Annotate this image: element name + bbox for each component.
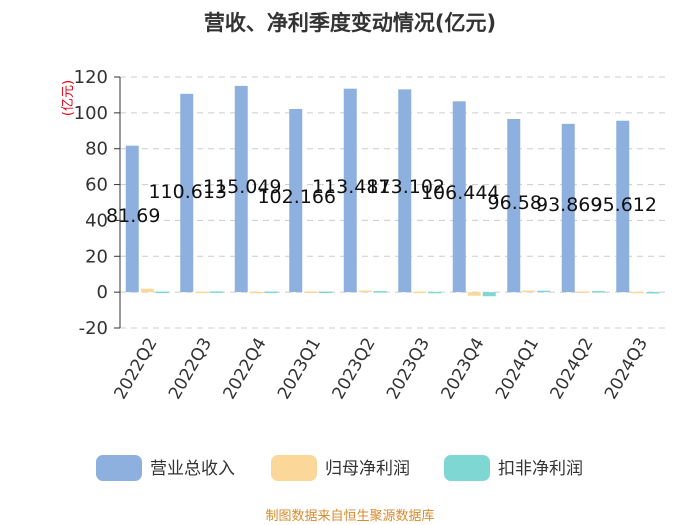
bar-营业总收入-2022Q2 [125,145,139,293]
data-label: 95.612 [591,194,657,216]
legend-label: 归母净利润 [325,459,410,479]
data-label: 113.487 [312,176,391,198]
bar-营业总收入-2023Q2 [343,88,357,293]
data-label: 115.049 [203,176,282,198]
data-label: 102.166 [257,186,336,208]
y-tick-label: 20 [85,246,108,267]
legend-label: 扣非净利润 [498,459,583,479]
x-tick-label: 2022Q3 [165,335,216,403]
data-labels: 81.69110.613115.049102.166113.487113.102… [106,176,657,227]
y-axis-ticks: -20 0 20 40 60 80 100 120 [74,67,121,339]
bar-扣非净利润-2024Q3 [646,291,660,294]
bar-归母净利润-2023Q1 [304,291,318,293]
bar-扣非净利润-2022Q4 [264,291,278,294]
bar-归母净利润-2023Q4 [467,292,481,296]
y-tick-label: 40 [85,210,108,231]
x-tick-label: 2024Q2 [547,335,598,403]
x-tick-label: 2023Q4 [438,335,489,403]
bar-归母净利润-2022Q3 [195,291,209,294]
bar-扣非净利润-2024Q2 [591,291,605,293]
data-label: 113.102 [366,176,445,198]
legend-label: 营业总收入 [150,459,235,479]
y-tick-label: 80 [85,139,108,160]
bar-归母净利润-2024Q2 [576,291,590,293]
x-tick-label: 2024Q1 [492,335,543,403]
bar-扣非净利润-2024Q1 [537,290,551,293]
legend-swatch [444,455,490,481]
bar-归母净利润-2023Q3 [413,291,427,294]
data-label: 106.444 [421,182,500,204]
bar-营业总收入-2023Q4 [452,101,466,293]
source-note: 制图数据来自恒生聚源数据库 [265,508,434,524]
x-tick-label: 2023Q3 [383,335,434,403]
data-label: 110.613 [148,181,227,203]
bar-归母净利润-2022Q2 [140,288,154,293]
bar-营业总收入-2023Q3 [398,89,412,293]
bar-营业总收入-2022Q4 [234,85,248,293]
bar-扣非净利润-2022Q2 [155,291,169,294]
x-tick-label: 2023Q1 [274,335,325,403]
y-tick-label: 60 [85,175,108,196]
data-label: 93.869 [536,194,602,216]
legend-swatch [96,455,142,481]
y-tick-label: 0 [97,282,108,303]
x-tick-label: 2022Q2 [111,335,162,403]
legend-swatch [271,455,317,481]
x-tick-label: 2023Q2 [329,335,380,403]
bar-扣非净利润-2023Q3 [428,291,442,294]
x-tick-label: 2024Q3 [601,335,652,403]
bar-营业总收入-2023Q1 [289,108,303,293]
bars [125,85,660,297]
bar-归母净利润-2024Q1 [522,290,536,293]
x-tick-label: 2022Q4 [220,335,271,403]
y-tick-label: -20 [79,318,108,339]
y-axis-label: (亿元) [61,80,76,116]
bar-扣非净利润-2022Q3 [210,291,224,293]
bar-营业总收入-2022Q3 [180,93,194,293]
bar-扣非净利润-2023Q1 [319,291,333,294]
bar-营业总收入-2024Q3 [616,120,630,293]
legend: 营业总收入 归母净利润 扣非净利润 [96,455,583,481]
chart-title: 营收、净利季度变动情况(亿元) [204,11,496,35]
bar-归母净利润-2022Q4 [249,291,263,294]
bar-归母净利润-2024Q3 [631,291,645,294]
bar-归母净利润-2023Q2 [358,290,372,293]
x-axis-ticks: 2022Q2 2022Q3 2022Q4 2023Q1 2023Q2 2023Q3 2023… [111,335,653,403]
bar-营业总收入-2024Q1 [507,118,521,293]
bar-扣非净利润-2023Q2 [373,291,387,293]
y-tick-label: 100 [74,103,108,124]
data-label: 81.69 [106,205,160,227]
data-label: 96.58 [488,192,542,214]
y-tick-label: 120 [74,67,108,88]
bar-营业总收入-2024Q2 [561,123,575,293]
bar-扣非净利润-2023Q4 [482,292,496,297]
